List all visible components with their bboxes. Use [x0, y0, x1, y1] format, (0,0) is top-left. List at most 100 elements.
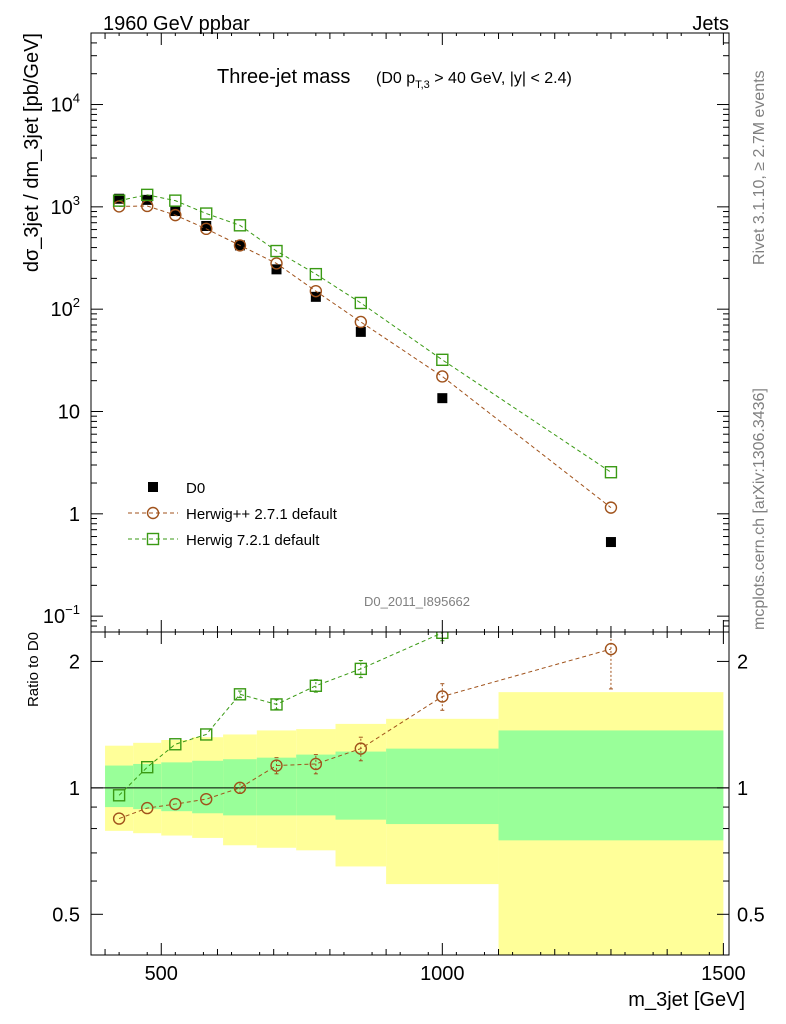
ratio-inner-band	[296, 754, 336, 816]
ratio-inner-band	[335, 751, 387, 820]
x-tick-label: 1500	[701, 963, 746, 985]
data-point-d0	[114, 193, 125, 204]
ratio-point-herwigpp	[233, 781, 247, 795]
header-energy-label: 1960 GeV ppbar	[103, 13, 250, 35]
y-tick-label-base: 10	[51, 299, 73, 321]
ratio-point-herwigpp	[169, 797, 182, 811]
legend: D0 Herwig++ 2.7.1 default Herwig 7.2.1 d…	[128, 480, 338, 549]
y-tick-label-exponent: −1	[65, 602, 80, 617]
y-tick-label-base: 1	[69, 504, 80, 526]
y-tick-label-base: 10	[51, 197, 73, 219]
y-tick-label-base: 10	[58, 401, 80, 423]
y-tick-label-exponent: 3	[73, 193, 80, 208]
data-point-herwigpp	[169, 208, 182, 222]
y-tick-label: 10	[58, 401, 80, 423]
data-point-herwigpp	[604, 501, 618, 514]
ratio-point-herwigpp	[436, 690, 449, 703]
data-point-herwig7	[436, 353, 449, 367]
ratio-bands	[91, 692, 729, 955]
x-axis-label: m_3jet [GeV]	[628, 989, 745, 1011]
y-tick-label-exponent: 2	[73, 295, 80, 310]
ratio-inner-band	[386, 748, 499, 825]
y-tick-label: 10−1	[43, 602, 80, 628]
ratio-inner-band	[192, 760, 224, 814]
plot-title-main: Three-jet mass	[217, 66, 350, 88]
main-plot-data	[112, 188, 618, 548]
ratio-point-herwig7	[200, 728, 213, 741]
rivet-version-label: Rivet 3.1.10, ≥ 2.7M events	[751, 70, 768, 265]
ratio-point-herwig7	[309, 679, 323, 692]
data-point-herwigpp	[309, 284, 323, 298]
data-point-herwig7	[112, 194, 126, 207]
data-point-herwig7	[309, 267, 323, 281]
data-point-herwigpp	[436, 370, 449, 383]
series-line-1	[119, 205, 612, 509]
plot-title-sub-suffix: > 40 GeV, |y| < 2.4)	[430, 70, 572, 87]
y-tick-label: 1	[69, 504, 80, 526]
x-tick-label: 500	[145, 963, 178, 985]
data-point-d0	[605, 537, 616, 548]
ratio-point-herwigpp	[354, 742, 368, 755]
y-tick-label-exponent: 4	[73, 91, 80, 106]
data-point-herwigpp	[270, 257, 283, 270]
ratio-point-herwigpp	[112, 812, 126, 825]
ratio-plot-frame	[90, 631, 730, 956]
ratio-point-herwigpp	[309, 757, 323, 771]
ratio-y-tick-label-right: 0.5	[737, 904, 765, 926]
series-line-2	[119, 194, 612, 473]
ratio-point-herwigpp	[270, 759, 283, 772]
ratio-line-0	[118, 648, 612, 820]
data-point-herwig7	[200, 207, 213, 220]
plot-title-sub-subscript: T,3	[415, 79, 430, 91]
y-tick-label-base: 10	[43, 606, 65, 628]
plot-title-sub: (D0 pT,3 > 40 GeV, |y| < 2.4)	[376, 70, 572, 91]
ratio-point-herwigpp	[141, 801, 154, 815]
ratio-point-herwig7	[354, 662, 368, 676]
legend-label-herwig7: Herwig 7.2.1 default	[186, 532, 320, 549]
ratio-line-1	[118, 632, 445, 796]
y-tick-label: 104	[51, 91, 80, 117]
plot-title-sub-prefix: (D0 p	[376, 70, 415, 87]
legend-marker-d0	[148, 482, 158, 492]
data-point-herwig7	[169, 194, 182, 207]
y-tick-label: 102	[51, 295, 80, 321]
data-point-d0	[355, 326, 366, 337]
data-point-d0	[170, 206, 181, 217]
legend-label-d0: D0	[186, 480, 205, 497]
data-point-d0	[201, 220, 212, 231]
y-tick-label: 103	[51, 193, 80, 219]
legend-label-herwigpp: Herwig++ 2.7.1 default	[186, 506, 338, 523]
ratio-point-herwig7	[169, 738, 182, 751]
main-plot-panel	[112, 188, 618, 548]
data-point-herwig7	[354, 296, 368, 310]
legend-marker-herwig7	[146, 532, 160, 546]
ratio-inner-band	[256, 757, 297, 816]
data-point-d0	[437, 393, 448, 404]
ratio-y-tick-label-left: 1	[69, 778, 80, 800]
ratio-y-axis-label: Ratio to D0	[25, 632, 42, 707]
mcplots-label: mcplots.cern.ch [arXiv:1306.3436]	[751, 388, 768, 630]
data-point-herwigpp	[200, 222, 213, 236]
ratio-y-tick-label-left: 2	[69, 651, 80, 673]
ratio-plot-panel	[91, 632, 729, 955]
ratio-y-tick-label-left: 0.5	[52, 904, 80, 926]
ratio-point-herwigpp	[604, 642, 618, 656]
ratio-point-herwig7	[141, 760, 154, 774]
ratio-point-herwig7	[233, 688, 247, 701]
header-jets-label: Jets	[692, 13, 729, 35]
ratio-inner-band	[161, 762, 193, 812]
data-point-herwig7	[233, 219, 247, 232]
y-tick-label-base: 10	[51, 95, 73, 117]
legend-marker-herwigpp	[146, 506, 160, 520]
x-tick-label: 1000	[420, 963, 465, 985]
ratio-plot-data	[112, 632, 618, 825]
ratio-y-tick-label-right: 2	[737, 651, 748, 673]
analysis-id-label: D0_2011_I895662	[364, 594, 470, 609]
ratio-inner-band	[223, 759, 257, 816]
data-point-herwig7	[141, 188, 154, 202]
ratio-inner-band	[498, 730, 724, 841]
ratio-y-tick-label-right: 1	[737, 778, 748, 800]
data-point-herwigpp	[354, 315, 368, 329]
